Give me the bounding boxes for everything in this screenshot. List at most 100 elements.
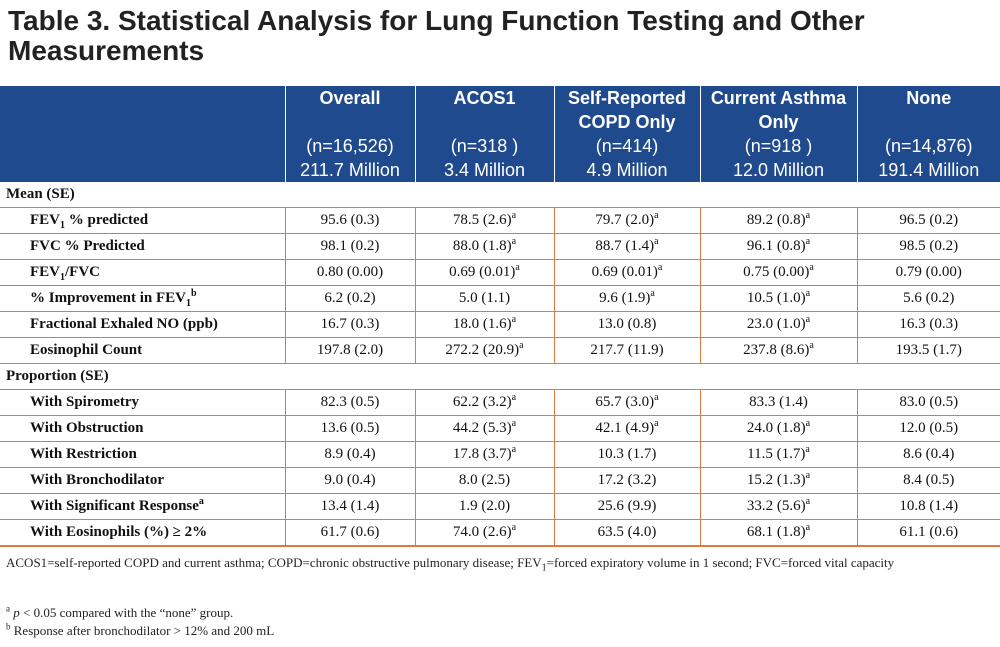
significance-marker: a bbox=[511, 418, 517, 429]
table-cell: 10.3 (1.7) bbox=[554, 441, 701, 468]
cell-value: 8.0 (2.5) bbox=[458, 472, 511, 488]
significance-marker: a bbox=[805, 210, 811, 221]
table-cell: 193.5 (1.7) bbox=[857, 337, 1000, 364]
table-cell: 23.0 (1.0)a bbox=[700, 311, 858, 338]
header-acos1: ACOS1 (n=318 ) 3.4 Million bbox=[415, 86, 555, 182]
table-cell: 78.5 (2.6)a bbox=[415, 207, 555, 234]
cell-value: 10.3 (1.7) bbox=[597, 446, 657, 462]
table-cell: 17.2 (3.2) bbox=[554, 467, 701, 494]
significance-marker: a bbox=[511, 236, 517, 247]
cell-value: 10.5 (1.0) bbox=[746, 290, 806, 306]
table-cell: 8.0 (2.5) bbox=[415, 467, 555, 494]
table-cell: 42.1 (4.9)a bbox=[554, 415, 701, 442]
row-label: With Spirometry bbox=[0, 389, 286, 416]
table-cell: 17.8 (3.7)a bbox=[415, 441, 555, 468]
cell-value: 23.0 (1.0) bbox=[746, 316, 806, 332]
cell-value: 68.1 (1.8) bbox=[746, 524, 806, 540]
row-label: Fractional Exhaled NO (ppb) bbox=[0, 311, 286, 338]
cell-value: 8.4 (0.5) bbox=[903, 472, 955, 488]
table-cell: 95.6 (0.3) bbox=[285, 207, 416, 234]
table-cell: 44.2 (5.3)a bbox=[415, 415, 555, 442]
table-cell: 10.8 (1.4) bbox=[857, 493, 1000, 520]
table-title: Table 3. Statistical Analysis for Lung F… bbox=[8, 5, 865, 66]
table-cell: 272.2 (20.9)a bbox=[415, 337, 555, 364]
cell-value: 5.0 (1.1) bbox=[458, 290, 511, 306]
table-cell: 65.7 (3.0)a bbox=[554, 389, 701, 416]
table-cell: 96.5 (0.2) bbox=[857, 207, 1000, 234]
table-cell: 96.1 (0.8)a bbox=[700, 233, 858, 260]
significance-marker: a bbox=[511, 210, 517, 221]
cell-value: 5.6 (0.2) bbox=[903, 290, 955, 306]
cell-value: 13.4 (1.4) bbox=[320, 498, 380, 514]
table-row: Eosinophil Count 197.8 (2.0) 272.2 (20.9)… bbox=[0, 337, 1000, 364]
cell-value: 16.7 (0.3) bbox=[320, 316, 380, 332]
row-label: With Eosinophils (%) ≥ 2% bbox=[0, 519, 286, 547]
significance-marker: a bbox=[805, 496, 811, 507]
cell-value: 96.5 (0.2) bbox=[899, 212, 959, 228]
cell-value: 88.0 (1.8) bbox=[452, 238, 512, 254]
significance-marker: a bbox=[519, 340, 524, 351]
table-cell: 6.2 (0.2) bbox=[285, 285, 416, 312]
cell-value: 12.0 (0.5) bbox=[899, 420, 959, 436]
table-cell: 98.1 (0.2) bbox=[285, 233, 416, 260]
cell-value: 61.1 (0.6) bbox=[899, 524, 959, 540]
cell-value: 0.69 (0.01) bbox=[591, 264, 658, 280]
table-cell: 62.2 (3.2)a bbox=[415, 389, 555, 416]
table-cell: 88.0 (1.8)a bbox=[415, 233, 555, 260]
table-cell: 83.0 (0.5) bbox=[857, 389, 1000, 416]
significance-marker: a bbox=[657, 262, 663, 273]
cell-value: 74.0 (2.6) bbox=[452, 524, 512, 540]
table-cell: 88.7 (1.4)a bbox=[554, 233, 701, 260]
cell-value: 10.8 (1.4) bbox=[899, 498, 959, 514]
significance-marker: a bbox=[654, 210, 659, 221]
header-none: None (n=14,876) 191.4 Million bbox=[857, 86, 1000, 182]
cell-value: 98.5 (0.2) bbox=[899, 238, 959, 254]
significance-marker: a bbox=[805, 236, 811, 247]
table-cell: 5.6 (0.2) bbox=[857, 285, 1000, 312]
table-cell: 11.5 (1.7)a bbox=[700, 441, 858, 468]
cell-value: 16.3 (0.3) bbox=[899, 316, 959, 332]
table-cell: 24.0 (1.8)a bbox=[700, 415, 858, 442]
table-cell: 0.75 (0.00)a bbox=[700, 259, 858, 286]
header-self-reported-copd: Self-Reported COPD Only (n=414) 4.9 Mill… bbox=[554, 86, 701, 182]
table-cell: 12.0 (0.5) bbox=[857, 415, 1000, 442]
cell-value: 24.0 (1.8) bbox=[746, 420, 806, 436]
table-cell: 0.80 (0.00) bbox=[285, 259, 416, 286]
cell-value: 78.5 (2.6) bbox=[452, 212, 512, 228]
statistics-table: Overall (n=16,526) 211.7 Million ACOS1 (… bbox=[0, 86, 1000, 547]
footnote-b: b Response after bronchodilator > 12% an… bbox=[6, 621, 275, 638]
table-cell: 0.69 (0.01)a bbox=[554, 259, 701, 286]
row-label: With Obstruction bbox=[0, 415, 286, 442]
significance-marker: a bbox=[805, 470, 811, 481]
cell-value: 0.69 (0.01) bbox=[449, 264, 516, 280]
cell-value: 11.5 (1.7) bbox=[747, 446, 806, 462]
table-row: With Eosinophils (%) ≥ 2% 61.7 (0.6) 74.0… bbox=[0, 519, 1000, 547]
table-cell: 13.4 (1.4) bbox=[285, 493, 416, 520]
cell-value: 42.1 (4.9) bbox=[595, 420, 655, 436]
significance-marker: a bbox=[511, 392, 517, 403]
significance-marker: a bbox=[650, 288, 655, 299]
row-label: % Improvement in FEV1b bbox=[0, 285, 286, 312]
table-row: FVC % Predicted 98.1 (0.2) 88.0 (1.8)a 88.… bbox=[0, 233, 1000, 260]
cell-value: 17.8 (3.7) bbox=[452, 446, 512, 462]
cell-value: 272.2 (20.9) bbox=[445, 342, 520, 358]
table-cell: 16.7 (0.3) bbox=[285, 311, 416, 338]
cell-value: 0.79 (0.00) bbox=[895, 264, 962, 280]
table-row: With Spirometry 82.3 (0.5) 62.2 (3.2)a 65.… bbox=[0, 389, 1000, 416]
table-cell: 1.9 (2.0) bbox=[415, 493, 555, 520]
cell-value: 62.2 (3.2) bbox=[452, 394, 512, 410]
header-overall: Overall (n=16,526) 211.7 Million bbox=[285, 86, 416, 182]
row-label: With Bronchodilator bbox=[0, 467, 286, 494]
header-corner bbox=[0, 86, 286, 182]
cell-value: 98.1 (0.2) bbox=[320, 238, 380, 254]
table-cell: 89.2 (0.8)a bbox=[700, 207, 858, 234]
section-label: Mean (SE) bbox=[0, 182, 1000, 208]
cell-value: 0.75 (0.00) bbox=[743, 264, 810, 280]
table-cell: 5.0 (1.1) bbox=[415, 285, 555, 312]
cell-value: 9.0 (0.4) bbox=[324, 472, 376, 488]
cell-value: 237.8 (8.6) bbox=[743, 342, 810, 358]
cell-value: 1.9 (2.0) bbox=[458, 498, 511, 514]
cell-value: 88.7 (1.4) bbox=[595, 238, 655, 254]
cell-value: 83.3 (1.4) bbox=[749, 394, 808, 410]
significance-marker: a bbox=[805, 418, 811, 429]
